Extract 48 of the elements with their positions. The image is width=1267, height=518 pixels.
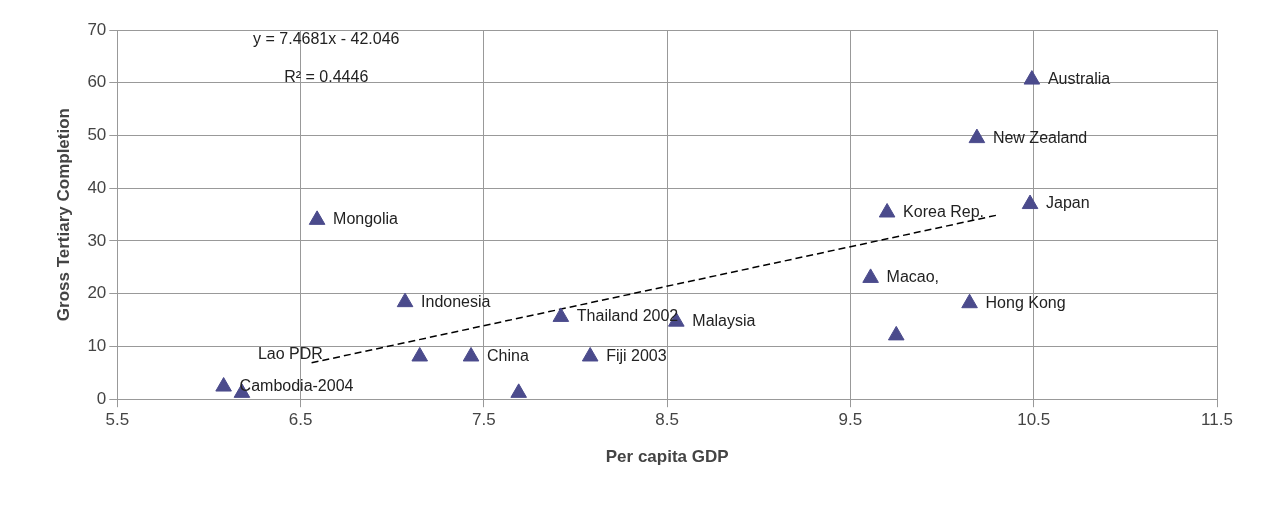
annotation: China (487, 346, 529, 364)
point (887, 325, 905, 341)
annotation: Australia (1047, 69, 1111, 87)
point (552, 307, 570, 322)
point (878, 202, 896, 218)
x-tick-label: 8.5 (655, 410, 679, 430)
annotation: Mongolia (333, 210, 399, 228)
annotation: Malaysia (692, 312, 756, 330)
x-tick-label: 5.5 (105, 410, 130, 430)
point (961, 293, 978, 309)
annotation: Thailand 2002 (576, 307, 679, 325)
annotation: y = 7.4681x - 42.046 (253, 30, 400, 48)
point (1021, 194, 1039, 210)
annotation: Cambodia-2004 (239, 376, 354, 394)
x-tick-label: 11.5 (1201, 410, 1233, 430)
point (968, 128, 986, 144)
point (581, 346, 599, 362)
point (510, 383, 527, 398)
annotation: R² = 0.4446 (284, 68, 369, 86)
annotation: Macao, (886, 268, 940, 286)
y-tick-label: 60 (87, 72, 107, 92)
annotation: Indonesia (421, 292, 491, 310)
annotation: Hong Kong (985, 293, 1066, 311)
point (462, 346, 480, 362)
annotation: New Zealand (992, 128, 1088, 146)
y-axis-title: Gross Tertiary Completion (53, 108, 73, 322)
point (215, 377, 232, 392)
y-tick-label: 0 (96, 388, 107, 408)
x-tick-label: 7.5 (472, 410, 496, 430)
point (411, 346, 429, 362)
x-tick-label: 6.5 (288, 410, 313, 430)
y-tick-label: 30 (87, 230, 107, 250)
y-tick-label: 40 (87, 177, 107, 197)
point (396, 292, 414, 308)
annotation: Japan (1046, 194, 1090, 212)
point (308, 210, 326, 225)
annotation: Lao PDR (257, 345, 323, 363)
annotation: Korea Rep. (903, 202, 985, 220)
point (862, 268, 879, 283)
x-tick-label: 10.5 (1017, 410, 1051, 430)
annotation: Fiji 2003 (606, 346, 667, 364)
y-tick-label: 70 (87, 19, 107, 39)
y-tick-label: 20 (87, 283, 107, 303)
y-tick-label: 10 (87, 336, 107, 356)
point (1023, 70, 1041, 85)
x-tick-label: 9.5 (838, 410, 863, 430)
y-tick-label: 50 (87, 125, 107, 145)
x-axis-title: Per capita GDP (605, 447, 729, 467)
